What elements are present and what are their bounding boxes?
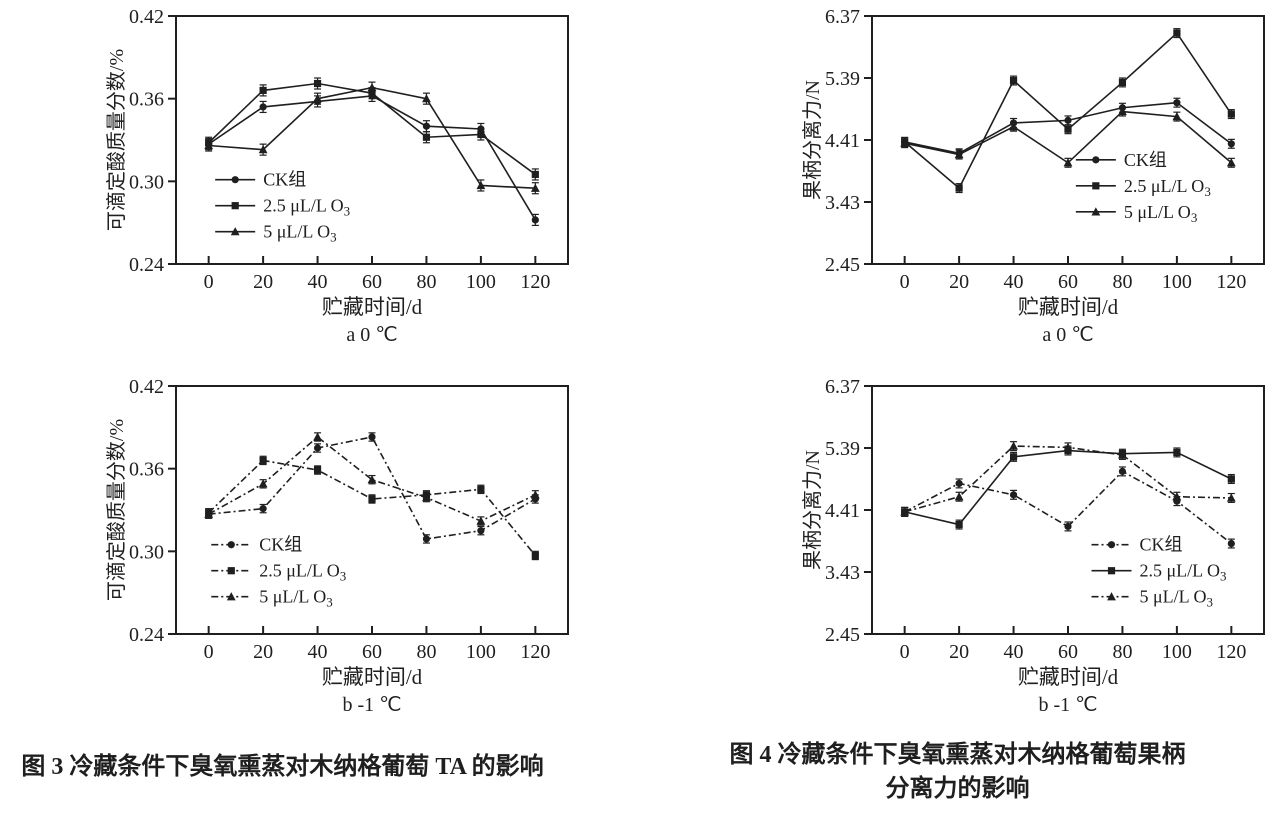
svg-text:b -1 ℃: b -1 ℃: [1038, 694, 1097, 716]
svg-text:a 0 ℃: a 0 ℃: [1042, 324, 1093, 346]
chart-ta-minus1c: 0.24 0.30 0.36 0.42 0 20 40 60 80 100 120 贮藏时间/d b -…: [104, 372, 584, 717]
svg-text:60: 60: [1058, 271, 1078, 293]
svg-text:80: 80: [1112, 271, 1132, 293]
svg-text:20: 20: [949, 641, 969, 663]
svg-text:120: 120: [1216, 271, 1246, 293]
svg-text:0.42: 0.42: [129, 6, 164, 28]
svg-text:0.36: 0.36: [129, 89, 164, 111]
svg-text:果柄分离力/N: 果柄分离力/N: [801, 80, 824, 200]
chart-stem-force-minus1c: 2.45 3.43 4.41 5.39 6.37 0 20 40 60 80 100 120 贮藏时间/…: [800, 372, 1280, 717]
svg-text:2.5 μL/L O3: 2.5 μL/L O3: [1140, 561, 1227, 584]
svg-text:CK组: CK组: [259, 535, 302, 555]
svg-text:5.39: 5.39: [825, 438, 860, 460]
svg-text:100: 100: [1162, 641, 1192, 663]
svg-text:100: 100: [1162, 271, 1192, 293]
svg-text:4.41: 4.41: [825, 500, 860, 522]
svg-text:0: 0: [900, 641, 910, 663]
figure4-caption-line1: 图 4 冷藏条件下臭氧熏蒸对木纳格葡萄果柄: [729, 742, 1186, 768]
svg-text:2.45: 2.45: [825, 624, 860, 646]
svg-text:果柄分离力/N: 果柄分离力/N: [801, 450, 824, 570]
svg-text:CK组: CK组: [263, 170, 306, 190]
svg-text:80: 80: [416, 271, 436, 293]
svg-text:0.30: 0.30: [129, 171, 164, 193]
svg-text:40: 40: [308, 641, 328, 663]
svg-text:贮藏时间/d: 贮藏时间/d: [322, 295, 423, 319]
svg-text:CK组: CK组: [1124, 150, 1167, 170]
svg-text:2.5 μL/L O3: 2.5 μL/L O3: [1124, 176, 1211, 199]
figure4-caption-line2: 分离力的影响: [885, 776, 1030, 802]
chart-svg-fig3b: 0.24 0.30 0.36 0.42 0 20 40 60 80 100 120 贮藏时间/d b -…: [105, 376, 569, 716]
chart-svg-fig4a: 2.45 3.43 4.41 5.39 6.37 0 20 40 60 80 100 120 贮藏时间/…: [801, 6, 1265, 346]
svg-text:60: 60: [1058, 641, 1078, 663]
chart-ta-0c: 0.24 0.30 0.36 0.42 0 20 40 60 80 100 120 贮藏时间/d a 0…: [104, 2, 584, 347]
svg-text:0.36: 0.36: [129, 459, 164, 481]
svg-text:100: 100: [466, 271, 496, 293]
svg-text:80: 80: [416, 641, 436, 663]
svg-text:贮藏时间/d: 贮藏时间/d: [1018, 295, 1119, 319]
svg-text:2.45: 2.45: [825, 254, 860, 276]
svg-text:6.37: 6.37: [825, 6, 860, 28]
svg-text:4.41: 4.41: [825, 130, 860, 152]
svg-text:40: 40: [308, 271, 328, 293]
svg-text:6.37: 6.37: [825, 376, 860, 398]
svg-text:40: 40: [1004, 271, 1024, 293]
svg-text:5.39: 5.39: [825, 68, 860, 90]
svg-text:贮藏时间/d: 贮藏时间/d: [322, 665, 423, 689]
svg-text:可滴定酸质量分数/%: 可滴定酸质量分数/%: [105, 419, 128, 601]
chart-stem-force-0c: 2.45 3.43 4.41 5.39 6.37 0 20 40 60 80 100 120 贮藏时间/…: [800, 2, 1280, 347]
svg-text:2.5 μL/L O3: 2.5 μL/L O3: [263, 196, 350, 219]
chart-svg-fig3a: 0.24 0.30 0.36 0.42 0 20 40 60 80 100 120 贮藏时间/d a 0…: [105, 6, 569, 346]
svg-text:20: 20: [949, 271, 969, 293]
figure4-caption: 图 4 冷藏条件下臭氧熏蒸对木纳格葡萄果柄 分离力的影响: [660, 738, 1255, 806]
svg-text:120: 120: [520, 271, 550, 293]
svg-text:60: 60: [362, 641, 382, 663]
svg-text:5 μL/L O3: 5 μL/L O3: [263, 222, 336, 245]
svg-text:20: 20: [253, 271, 273, 293]
svg-text:0.24: 0.24: [129, 254, 164, 276]
svg-text:CK组: CK组: [1140, 535, 1183, 555]
svg-text:可滴定酸质量分数/%: 可滴定酸质量分数/%: [105, 49, 128, 231]
figure3-caption: 图 3 冷藏条件下臭氧熏蒸对木纳格葡萄 TA 的影响: [10, 750, 555, 784]
svg-text:5 μL/L O3: 5 μL/L O3: [1140, 587, 1213, 610]
svg-text:b -1 ℃: b -1 ℃: [342, 694, 401, 716]
svg-text:120: 120: [520, 641, 550, 663]
svg-text:0: 0: [204, 641, 214, 663]
chart-svg-fig4b: 2.45 3.43 4.41 5.39 6.37 0 20 40 60 80 100 120 贮藏时间/…: [801, 376, 1265, 716]
svg-text:40: 40: [1004, 641, 1024, 663]
svg-text:120: 120: [1216, 641, 1246, 663]
svg-text:20: 20: [253, 641, 273, 663]
svg-text:0.42: 0.42: [129, 376, 164, 398]
svg-text:0: 0: [204, 271, 214, 293]
svg-text:3.43: 3.43: [825, 562, 860, 584]
svg-text:0: 0: [900, 271, 910, 293]
svg-text:2.5 μL/L O3: 2.5 μL/L O3: [259, 561, 346, 584]
svg-text:60: 60: [362, 271, 382, 293]
svg-text:a 0 ℃: a 0 ℃: [346, 324, 397, 346]
svg-text:0.30: 0.30: [129, 541, 164, 563]
svg-text:3.43: 3.43: [825, 192, 860, 214]
svg-text:贮藏时间/d: 贮藏时间/d: [1018, 665, 1119, 689]
svg-text:80: 80: [1112, 641, 1132, 663]
svg-text:100: 100: [466, 641, 496, 663]
svg-text:0.24: 0.24: [129, 624, 164, 646]
svg-text:5 μL/L O3: 5 μL/L O3: [1124, 202, 1197, 225]
svg-text:5 μL/L O3: 5 μL/L O3: [259, 587, 332, 610]
figure3-caption-text: 图 3 冷藏条件下臭氧熏蒸对木纳格葡萄 TA 的影响: [21, 754, 544, 780]
